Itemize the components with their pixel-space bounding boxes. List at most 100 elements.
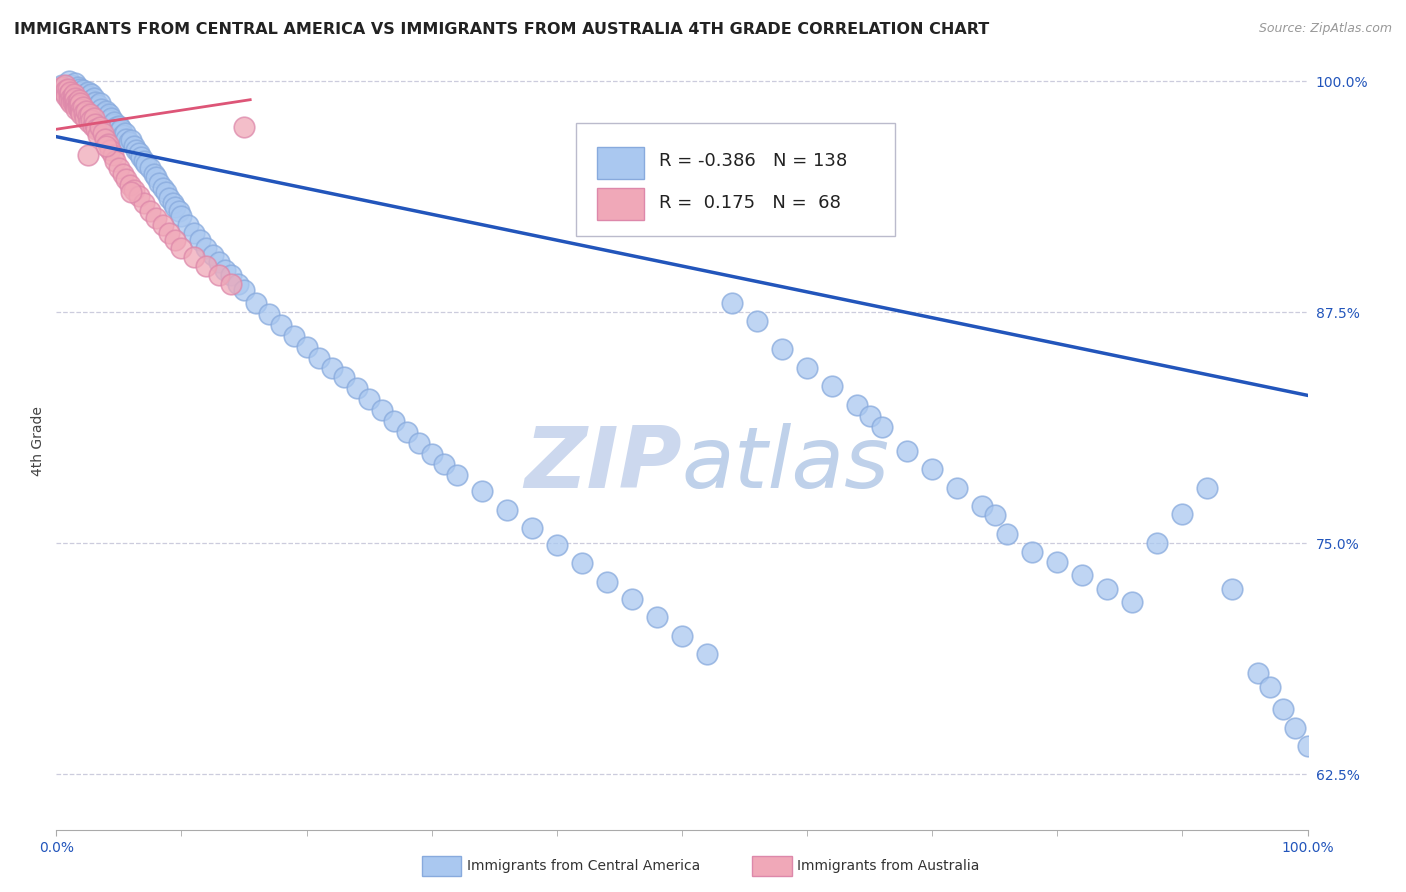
- Point: [208, 268, 231, 283]
- Point: [148, 176, 170, 190]
- Point: [115, 172, 138, 186]
- Point: [870, 419, 893, 434]
- Point: [76, 109, 98, 123]
- Point: [195, 240, 218, 255]
- Point: [58, 87, 80, 102]
- Point: [696, 647, 718, 661]
- Point: [520, 521, 543, 535]
- Point: [188, 233, 211, 247]
- Point: [62, 89, 84, 103]
- Point: [59, 85, 82, 99]
- Point: [152, 219, 174, 233]
- Point: [86, 98, 108, 112]
- Point: [63, 98, 86, 112]
- Point: [984, 508, 1007, 523]
- Point: [65, 96, 87, 111]
- Point: [120, 185, 142, 199]
- Point: [60, 96, 83, 111]
- Point: [84, 95, 107, 109]
- Point: [65, 87, 87, 102]
- Point: [162, 196, 184, 211]
- Point: [125, 143, 148, 157]
- Point: [53, 83, 76, 97]
- Point: [96, 139, 118, 153]
- Text: ZIP: ZIP: [524, 424, 682, 507]
- Point: [83, 96, 105, 111]
- Point: [128, 146, 150, 161]
- Point: [176, 219, 198, 233]
- Point: [283, 329, 305, 343]
- Point: [131, 150, 153, 164]
- Point: [821, 379, 844, 393]
- Point: [139, 203, 162, 218]
- Point: [145, 170, 167, 185]
- Point: [620, 591, 643, 606]
- Point: [395, 425, 418, 440]
- Point: [115, 131, 138, 145]
- Point: [51, 79, 73, 94]
- Point: [58, 93, 80, 107]
- Point: [63, 76, 86, 90]
- Point: [796, 360, 818, 375]
- Point: [83, 91, 105, 105]
- Text: R = -0.386   N = 138: R = -0.386 N = 138: [659, 153, 848, 170]
- Point: [70, 102, 93, 116]
- Point: [82, 98, 104, 112]
- Point: [132, 153, 155, 168]
- Point: [1171, 507, 1194, 521]
- Point: [333, 370, 356, 384]
- Point: [321, 360, 343, 375]
- Point: [66, 79, 89, 94]
- Point: [60, 91, 83, 105]
- Bar: [596, 146, 644, 179]
- Point: [55, 87, 77, 102]
- Point: [86, 128, 108, 142]
- Point: [201, 248, 224, 262]
- Point: [420, 447, 443, 462]
- Point: [370, 403, 392, 417]
- Point: [90, 102, 112, 116]
- Point: [858, 409, 880, 423]
- Point: [73, 105, 96, 120]
- Point: [770, 342, 793, 356]
- Point: [165, 233, 187, 247]
- Point: [1097, 582, 1119, 597]
- Y-axis label: 4th Grade: 4th Grade: [31, 407, 45, 476]
- FancyBboxPatch shape: [575, 123, 894, 235]
- Point: [145, 211, 167, 225]
- Point: [73, 89, 96, 103]
- Point: [84, 122, 107, 136]
- Point: [1046, 555, 1069, 569]
- Point: [128, 189, 150, 203]
- Bar: [596, 188, 644, 220]
- Point: [83, 112, 105, 126]
- Point: [110, 122, 132, 136]
- Point: [896, 443, 918, 458]
- Point: [96, 109, 118, 123]
- Point: [69, 96, 91, 111]
- Point: [62, 89, 84, 103]
- Point: [62, 83, 84, 97]
- Point: [122, 183, 145, 197]
- Point: [1222, 582, 1244, 597]
- Point: [62, 95, 84, 109]
- Point: [103, 115, 125, 129]
- Point: [80, 93, 103, 107]
- Point: [89, 120, 111, 135]
- Point: [101, 117, 124, 131]
- Point: [226, 277, 249, 292]
- Point: [359, 392, 381, 406]
- Point: [214, 262, 236, 277]
- Point: [63, 91, 86, 105]
- Point: [495, 503, 517, 517]
- Point: [100, 112, 122, 126]
- Point: [104, 153, 127, 168]
- Point: [308, 351, 330, 366]
- Point: [79, 107, 101, 121]
- Point: [995, 527, 1018, 541]
- Point: [183, 250, 205, 264]
- Point: [75, 103, 97, 118]
- Point: [122, 139, 145, 153]
- Point: [73, 112, 96, 126]
- Point: [946, 481, 969, 495]
